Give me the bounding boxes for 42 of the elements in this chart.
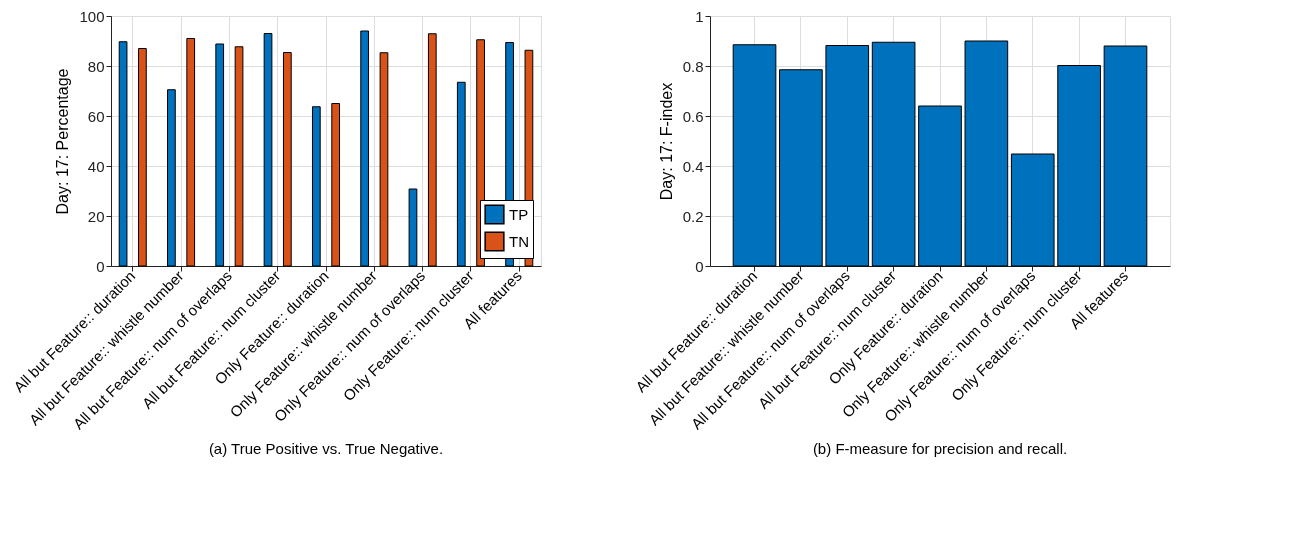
bar	[871, 41, 916, 267]
bar	[379, 52, 389, 267]
bar	[964, 40, 1009, 267]
bar	[186, 38, 196, 267]
y-tick-label: 60	[87, 107, 105, 125]
bar	[1103, 45, 1148, 267]
y-tick-label: 100	[79, 7, 105, 25]
y-tick-label: 0.6	[682, 107, 704, 125]
bar	[263, 33, 273, 267]
bar	[427, 33, 437, 267]
bar	[918, 105, 962, 267]
bar	[215, 43, 225, 267]
bar	[408, 188, 418, 267]
y-tick-label: 0	[96, 257, 105, 275]
y-axis-title: Day: 17: F-index	[657, 82, 675, 201]
y-tick-label: 0.8	[682, 57, 704, 75]
text: (a) True Positive vs. True Negative.	[208, 439, 444, 457]
bar	[825, 45, 870, 267]
bar	[360, 30, 370, 267]
bar	[1057, 65, 1101, 267]
legend-label: TN	[509, 232, 529, 250]
y-tick-label: 0	[695, 257, 704, 275]
y-tick-label: 0.4	[682, 157, 704, 175]
legend-label: TP	[509, 205, 529, 223]
bar	[282, 52, 292, 267]
bar	[167, 89, 176, 267]
text: (b) F-measure for precision and recall.	[812, 439, 1068, 457]
bar	[118, 41, 128, 267]
y-tick-label: 80	[87, 57, 105, 75]
y-tick-label: 0.2	[682, 207, 704, 225]
y-axis-title: Day: 17: Percentage	[54, 68, 72, 215]
bar	[311, 106, 321, 267]
bar	[234, 46, 244, 267]
bar	[1010, 153, 1055, 267]
bar	[138, 48, 147, 267]
bar	[456, 81, 466, 267]
y-tick-label: 1	[695, 7, 704, 25]
bar	[779, 69, 823, 267]
y-tick-label: 20	[87, 207, 105, 225]
bar	[732, 44, 777, 267]
bar	[331, 103, 341, 267]
y-tick-label: 40	[87, 157, 105, 175]
